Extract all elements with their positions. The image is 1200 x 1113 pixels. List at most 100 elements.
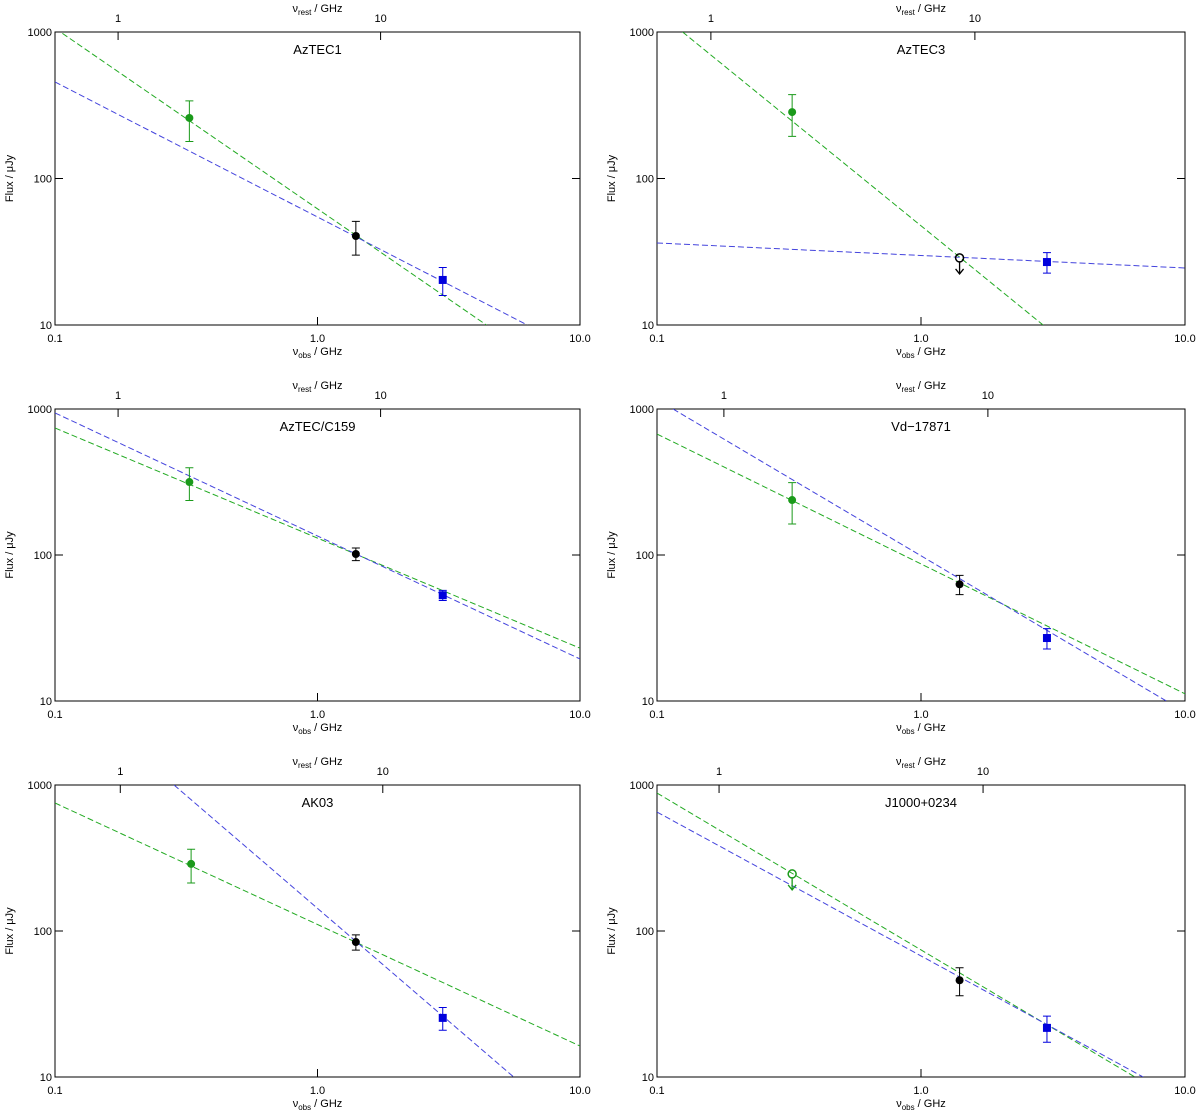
y-tick-label: 10 (642, 320, 654, 332)
x-axis-label: νobs / GHz (896, 1098, 946, 1112)
x2-axis-label: νrest / GHz (896, 3, 946, 17)
x-tick-label: 10.0 (1174, 333, 1195, 345)
data-point (788, 108, 797, 117)
x2-axis-label: νrest / GHz (292, 380, 342, 394)
fit-line (55, 802, 580, 1047)
x-axis-label: νobs / GHz (293, 722, 343, 736)
plot-area (657, 792, 1144, 1077)
y-tick-label: 1000 (630, 404, 654, 416)
y-tick-label: 10 (642, 1072, 654, 1084)
fit-line (657, 242, 1185, 269)
panel: AK03 0.1 1.0 10.0 1 10 10 100 1000 νobs / GHz νres… (4, 756, 591, 1112)
fit-line (657, 811, 1144, 1077)
fit-line (59, 32, 487, 325)
x-tick-label: 1.0 (913, 1085, 928, 1097)
y-tick-label: 100 (636, 926, 654, 938)
y-axis-label: Flux / μJy (606, 531, 618, 579)
plot-frame (54, 784, 581, 1078)
fit-line (682, 32, 1044, 325)
y-tick-label: 10 (40, 320, 52, 332)
plot-area (55, 785, 580, 1077)
y-axis-label: Flux / μJy (4, 531, 16, 579)
panel: Vd−17871 0.1 1.0 10.0 1 10 10 100 1000 νobs / GHz… (606, 380, 1196, 736)
x2-axis-label: νrest / GHz (292, 756, 342, 770)
x-tick-label: 10.0 (1174, 1085, 1195, 1097)
upper-limit-arrow (955, 261, 965, 275)
fit-line (657, 792, 1136, 1077)
data-point (351, 549, 360, 558)
fit-line (55, 412, 580, 660)
x2-tick-label: 10 (377, 766, 389, 778)
y-axis-label: Flux / μJy (4, 907, 16, 955)
data-point (955, 976, 964, 985)
chart-title: Vd−17871 (891, 419, 951, 434)
plot-area (55, 32, 528, 325)
panel: AzTEC/C159 0.1 1.0 10.0 1 10 10 100 1000 νobs / G… (4, 380, 591, 736)
chart-title: AzTEC1 (293, 42, 341, 57)
plot-frame (656, 408, 1186, 702)
data-point (185, 478, 194, 487)
plot-area (657, 32, 1185, 325)
panel: J1000+0234 0.1 1.0 10.0 1 10 10 100 1000 νobs / G… (606, 756, 1196, 1112)
chart-title: AzTEC/C159 (280, 419, 356, 434)
data-point (438, 1013, 447, 1022)
y-tick-label: 10 (40, 696, 52, 708)
x-axis-label: νobs / GHz (293, 1098, 343, 1112)
data-point (1042, 258, 1051, 267)
data-point (187, 859, 196, 868)
y-tick-label: 100 (636, 550, 654, 562)
plot-area (55, 412, 580, 660)
x-tick-label: 0.1 (649, 1085, 664, 1097)
x-axis-label: νobs / GHz (896, 722, 946, 736)
x2-axis-label: νrest / GHz (292, 3, 342, 17)
y-tick-label: 100 (34, 174, 52, 186)
y-tick-label: 1000 (630, 780, 654, 792)
data-point (185, 113, 194, 122)
data-point (955, 580, 964, 589)
x2-tick-label: 1 (115, 390, 121, 402)
plot-frame (656, 784, 1186, 1078)
chart-title: J1000+0234 (885, 795, 957, 810)
chart-title: AK03 (302, 795, 334, 810)
y-tick-label: 1000 (28, 780, 52, 792)
data-point (954, 253, 965, 263)
x-tick-label: 10.0 (1174, 709, 1195, 721)
fit-line (55, 81, 528, 325)
x-tick-label: 0.1 (47, 709, 62, 721)
y-tick-label: 1000 (630, 27, 654, 39)
x2-axis-label: νrest / GHz (896, 756, 946, 770)
x-tick-label: 1.0 (310, 709, 325, 721)
chart-title: AzTEC3 (897, 42, 945, 57)
x-tick-label: 1.0 (913, 333, 928, 345)
data-point (1042, 634, 1051, 643)
x2-tick-label: 1 (721, 390, 727, 402)
x2-axis-label: νrest / GHz (896, 380, 946, 394)
x-tick-label: 0.1 (47, 1085, 62, 1097)
plot-frame (656, 31, 1186, 326)
x-tick-label: 1.0 (310, 333, 325, 345)
data-point (351, 938, 360, 947)
y-tick-label: 10 (40, 1072, 52, 1084)
x2-tick-label: 1 (117, 766, 123, 778)
fit-line (672, 409, 1167, 701)
data-point (1042, 1023, 1051, 1032)
data-point (438, 275, 447, 284)
x-axis-label: νobs / GHz (293, 346, 343, 360)
x-axis-label: νobs / GHz (896, 346, 946, 360)
fit-line (173, 785, 515, 1077)
y-tick-label: 100 (636, 174, 654, 186)
plot-frame (54, 31, 581, 326)
x-tick-label: 1.0 (310, 1085, 325, 1097)
x-tick-label: 0.1 (649, 709, 664, 721)
y-axis-label: Flux / μJy (606, 907, 618, 955)
x2-tick-label: 10 (969, 13, 981, 25)
data-point (787, 869, 797, 879)
panel: AzTEC1 0.1 1.0 10.0 1 10 10 100 1000 νobs / GHz νr… (4, 3, 591, 360)
data-point (788, 496, 797, 505)
x-tick-label: 10.0 (569, 333, 590, 345)
upper-limit-arrow (787, 877, 797, 891)
y-tick-label: 100 (34, 550, 52, 562)
fit-line (55, 427, 580, 649)
x-tick-label: 10.0 (569, 709, 590, 721)
